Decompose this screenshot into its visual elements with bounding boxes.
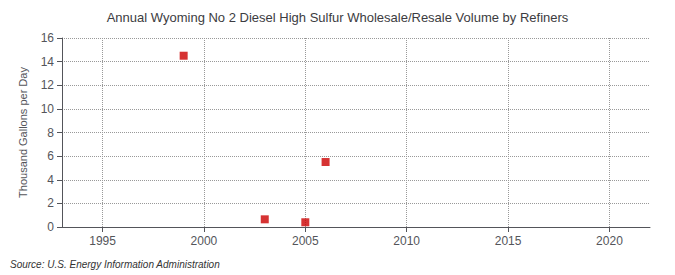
svg-text:14: 14 bbox=[41, 55, 55, 69]
svg-text:Source: U.S. Energy Informatio: Source: U.S. Energy Information Administ… bbox=[10, 259, 220, 270]
svg-text:6: 6 bbox=[47, 149, 54, 163]
svg-text:Thousand Gallons per Day: Thousand Gallons per Day bbox=[17, 67, 29, 198]
svg-text:2000: 2000 bbox=[191, 234, 218, 248]
svg-text:0: 0 bbox=[47, 220, 54, 234]
svg-text:10: 10 bbox=[41, 102, 55, 116]
svg-text:12: 12 bbox=[41, 78, 55, 92]
svg-text:2010: 2010 bbox=[393, 234, 420, 248]
svg-text:4: 4 bbox=[47, 173, 54, 187]
svg-text:2005: 2005 bbox=[292, 234, 319, 248]
svg-text:2020: 2020 bbox=[596, 234, 623, 248]
svg-text:16: 16 bbox=[41, 31, 55, 45]
svg-text:2015: 2015 bbox=[495, 234, 522, 248]
svg-text:8: 8 bbox=[47, 126, 54, 140]
svg-text:Annual Wyoming No 2 Diesel Hig: Annual Wyoming No 2 Diesel High Sulfur W… bbox=[107, 10, 569, 25]
svg-text:1995: 1995 bbox=[89, 234, 116, 248]
svg-text:2: 2 bbox=[47, 196, 54, 210]
